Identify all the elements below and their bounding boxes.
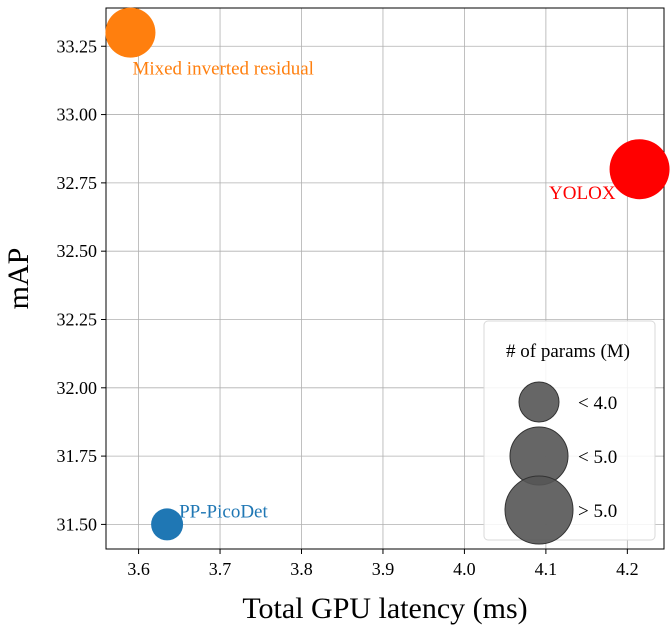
data-points: Mixed inverted residual YOLOX PP-PicoDet [105,7,670,541]
plot-area [105,7,665,550]
x-axis-label: Total GPU latency (ms) [242,592,527,625]
y-tick-label: 33.00 [57,105,98,125]
y-tick-label: 33.25 [57,36,98,56]
data-point [151,508,184,541]
legend-title: # of params (M) [506,341,630,362]
data-point-label: Mixed inverted residual [132,59,314,80]
legend-entry-label: > 5.0 [578,501,617,522]
data-point [105,7,156,58]
y-axis-label: mAP [2,248,35,310]
data-point-label: YOLOX [549,183,616,204]
x-tick-label: 4.1 [535,559,558,579]
y-tick-label: 32.50 [57,241,98,261]
x-tick-label: 4.0 [453,559,476,579]
legend: # of params (M) < 4.0 < 5.0 > 5.0 [483,320,656,545]
axis-ticks: 3.6 3.7 3.8 3.9 4.0 4.1 4.2 31.50 31.75 32.00 32.2… [57,36,639,579]
legend-entry-label: < 5.0 [578,447,617,468]
x-tick-label: 3.9 [372,559,395,579]
legend-entry-label: < 4.0 [578,393,617,414]
data-point-label: PP-PicoDet [179,501,268,522]
y-tick-label: 31.50 [57,514,98,534]
x-tick-label: 3.6 [127,559,150,579]
legend-marker [518,381,560,423]
x-tick-label: 3.8 [290,559,313,579]
grid-lines [106,8,664,549]
y-tick-label: 32.75 [57,173,98,193]
data-point [609,139,670,200]
x-tick-label: 4.2 [616,559,639,579]
y-tick-label: 32.25 [57,309,98,329]
x-tick-label: 3.7 [209,559,232,579]
legend-marker [504,475,574,545]
y-tick-label: 31.75 [57,446,98,466]
y-tick-label: 32.00 [57,378,98,398]
